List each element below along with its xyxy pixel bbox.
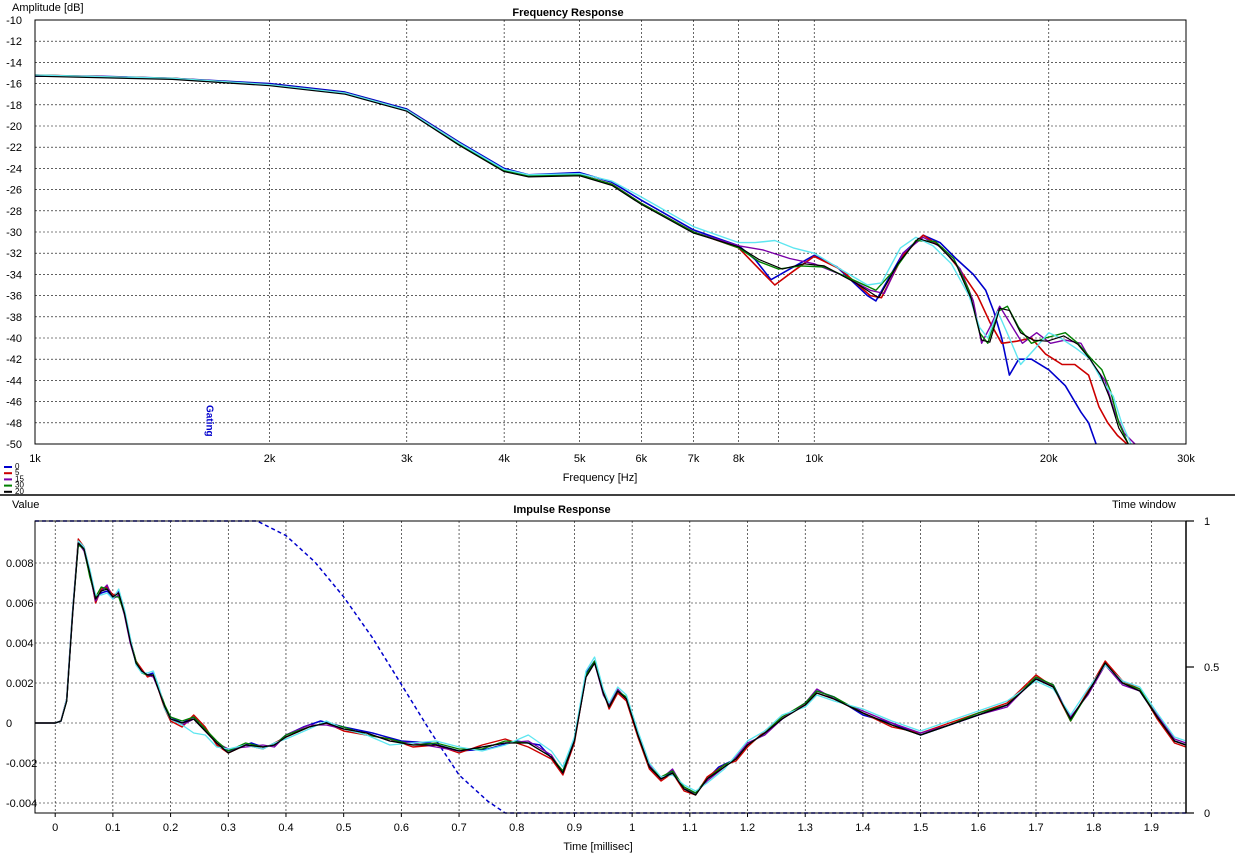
fr-series-line-5 (34, 75, 1129, 445)
fr-x-tick-label: 7k (688, 453, 700, 465)
fr-y-tick-label: -10 (6, 15, 22, 27)
gating-annotation: Gating (204, 405, 215, 437)
ir-x-tick-label: 0.9 (567, 822, 582, 834)
fr-x-tick-label: 5k (574, 453, 586, 465)
ir-x-tick-label: 1.4 (855, 822, 870, 834)
ir-y-tick-label: 0.006 (6, 598, 34, 610)
ir-y2-tick-label: 1 (1204, 516, 1210, 528)
fr-y-tick-label: -14 (6, 57, 22, 69)
ir-series-line-5 (35, 542, 1187, 796)
legend-label: 20 (15, 487, 24, 496)
ir-y-tick-label: -0.002 (6, 758, 37, 770)
ir-xlabel: Time [millisec] (563, 841, 632, 853)
ir-y2-tick-labels: 10.50 (1186, 516, 1219, 820)
legend-label: 30 (15, 481, 24, 490)
fr-y-tick-label: -42 (6, 354, 22, 366)
ir-y-tick-label: -0.004 (6, 798, 37, 810)
fr-x-tick-label: 8k (733, 453, 745, 465)
fr-y-tick-label: -48 (6, 418, 22, 430)
time-window-curve (35, 520, 1186, 814)
fr-y-tick-label: -46 (6, 397, 22, 409)
ir-x-tick-label: 1.9 (1144, 822, 1159, 834)
fr-y-tick-label: -30 (6, 227, 22, 239)
fr-y-tick-label: -34 (6, 269, 22, 281)
ir-x-tick-label: 0.3 (221, 822, 236, 834)
ir-x-tick-label: 1 (629, 822, 635, 834)
fr-x-tick-label: 1k (29, 453, 41, 465)
legend-label: 0 (15, 462, 20, 471)
ir-x-tick-label: 1.7 (1028, 822, 1043, 834)
fr-y-tick-label: -26 (6, 185, 22, 197)
fr-y-tick-label: -44 (6, 375, 22, 387)
fr-series-line-4 (34, 74, 1132, 445)
ir-title: Impulse Response (513, 504, 610, 516)
time-window-line (35, 520, 1186, 814)
ir-x-tick-label: 1.5 (913, 822, 928, 834)
legend-label: 5 (15, 468, 20, 477)
fr-y-tick-label: -40 (6, 333, 22, 345)
fr-y-tick-label: -36 (6, 291, 22, 303)
fr-y-tick-label: -32 (6, 248, 22, 260)
frequency-response-chart: Frequency Response Amplitude [dB] Freque… (4, 2, 1195, 496)
fr-x-tick-label: 6k (636, 453, 648, 465)
ir-series-line-4 (35, 540, 1187, 792)
ir-y-tick-label: 0 (6, 718, 12, 730)
fr-x-tick-label: 3k (401, 453, 413, 465)
fr-y-tick-label: -22 (6, 142, 22, 154)
ir-x-tick-label: 0.7 (451, 822, 466, 834)
ir-y-tick-label: 0.008 (6, 558, 34, 570)
fr-y-tick-label: -28 (6, 206, 22, 218)
fr-y-tick-label: -20 (6, 121, 22, 133)
fr-y-tick-label: -50 (6, 439, 22, 451)
ir-x-tick-labels: 0 0.1 0.2 0.3 0.4 0.5 0.6 0.7 0.8 0.9 1 1.1 1.2 1.3 1.… (52, 822, 1159, 834)
fr-xlabel: Frequency [Hz] (563, 472, 638, 484)
fr-x-tick-label: 10k (805, 453, 823, 465)
fr-y-tick-label: -24 (6, 163, 22, 175)
fr-y-tick-labels: -10 -12 -14 -16 -18 -20 -22 -24 -26 -28 -30 -32 -34 -… (6, 15, 22, 451)
ir-x-tick-label: 1.2 (740, 822, 755, 834)
fr-title: Frequency Response (512, 7, 623, 19)
fr-ylabel: Amplitude [dB] (12, 2, 84, 14)
fr-series-line-3 (34, 74, 1129, 445)
fr-x-tick-label: 4k (498, 453, 510, 465)
ir-x-tick-label: 1.1 (682, 822, 697, 834)
ir-x-tick-label: 0.8 (509, 822, 524, 834)
ir-x-tick-label: 0.2 (163, 822, 178, 834)
ir-y-tick-labels: 0.008 0.006 0.004 0.002 0 -0.002 -0.004 (6, 558, 37, 810)
ir-x-tick-label: 1.8 (1086, 822, 1101, 834)
ir-y-tick-label: 0.002 (6, 678, 34, 690)
ir-x-tick-label: 0.4 (278, 822, 293, 834)
ir-y-tick-label: 0.004 (6, 638, 34, 650)
fr-x-tick-label: 2k (264, 453, 276, 465)
ir-ylabel: Value (12, 499, 39, 511)
ir-x-tick-label: 0.6 (394, 822, 409, 834)
ir-x-tick-label: 1.3 (798, 822, 813, 834)
fr-plot-frame (34, 19, 1187, 445)
ir-y2-tick-label: 0 (1204, 808, 1210, 820)
legend-label: 15 (15, 474, 24, 483)
fr-x-tick-label: 20k (1040, 453, 1058, 465)
ir-x-tick-label: 1.6 (971, 822, 986, 834)
ir-x-tick-label: 0 (52, 822, 58, 834)
fr-y-tick-label: -38 (6, 312, 22, 324)
ir-y2label: Time window (1112, 499, 1176, 511)
fr-series-lines (34, 74, 1136, 445)
impulse-response-chart: Impulse Response Value Time window Time … (6, 499, 1219, 853)
ir-x-tick-label: 0.1 (105, 822, 120, 834)
fr-y-tick-label: -18 (6, 100, 22, 112)
ir-y2-tick-label: 0.5 (1204, 662, 1219, 674)
fr-x-tick-label: 30k (1177, 453, 1195, 465)
ir-series-lines (35, 538, 1187, 796)
fr-x-tick-labels: 1k 2k 3k 4k 5k 6k 7k 8k 10k 20k 30k (29, 453, 1195, 465)
fr-y-tick-label: -16 (6, 79, 22, 91)
ir-x-tick-label: 0.5 (336, 822, 351, 834)
fr-y-tick-label: -12 (6, 36, 22, 48)
